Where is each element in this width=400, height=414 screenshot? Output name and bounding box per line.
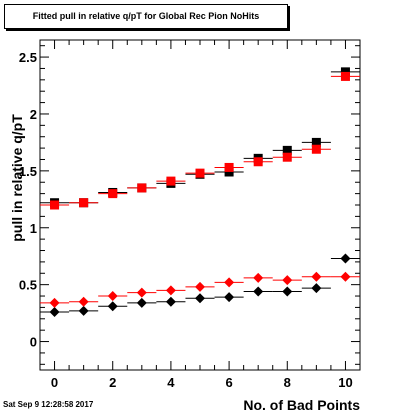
- data-point-diamond: [253, 286, 264, 297]
- data-point-square: [224, 162, 234, 172]
- y-tick-label: 2: [30, 107, 37, 122]
- chart-title: Fitted pull in relative q/pT for Global …: [4, 4, 288, 29]
- data-point-diamond: [340, 253, 351, 264]
- data-point-diamond: [340, 271, 351, 282]
- data-point-square: [253, 157, 263, 167]
- data-point-square: [166, 176, 176, 186]
- data-point-diamond: [195, 293, 205, 304]
- data-point-diamond: [107, 301, 118, 312]
- data-point-diamond: [107, 291, 118, 302]
- data-point-diamond: [49, 306, 60, 317]
- data-point-square: [137, 183, 147, 193]
- data-point-square: [311, 144, 321, 154]
- data-point-square: [195, 168, 205, 178]
- x-tick-label: 0: [51, 375, 58, 390]
- data-point-diamond: [224, 292, 235, 303]
- axis-ticks: 0 2 4 6 8 10 0 0.5 1 1.5 2 2.5: [19, 40, 361, 390]
- data-point-square: [282, 152, 292, 162]
- data-point-diamond: [282, 286, 293, 297]
- data-point-diamond: [195, 281, 205, 292]
- data-point-square: [224, 167, 234, 177]
- data-point-diamond: [253, 272, 264, 283]
- timestamp: Sat Sep 9 12:28:58 2017: [3, 400, 94, 409]
- data-point-diamond: [49, 297, 60, 308]
- x-tick-label: 2: [109, 375, 116, 390]
- data-point-diamond: [282, 275, 293, 286]
- data-point-square: [311, 137, 321, 147]
- data-point-square: [79, 198, 89, 208]
- y-tick-label: 0.5: [19, 278, 37, 293]
- x-tick-label: 4: [167, 375, 175, 390]
- data-point-diamond: [311, 271, 322, 282]
- x-tick-label: 8: [284, 375, 291, 390]
- data-point-square: [340, 71, 350, 81]
- data-point-diamond: [311, 283, 322, 294]
- y-tick-label: 0: [30, 335, 37, 350]
- data-point-square: [50, 200, 60, 210]
- x-tick-label: 10: [338, 375, 352, 390]
- data-point-square: [282, 145, 292, 155]
- data-point-diamond: [78, 305, 89, 316]
- y-axis-label: pull in relative q/pT: [9, 114, 25, 242]
- data-point-diamond: [165, 285, 176, 296]
- data-point-square: [108, 189, 118, 199]
- data-point-square: [340, 67, 350, 77]
- data-point-diamond: [78, 296, 89, 307]
- data-series: [40, 67, 360, 317]
- x-tick-label: 6: [225, 375, 232, 390]
- y-tick-label: 1.5: [19, 164, 37, 179]
- data-point-diamond: [165, 296, 176, 307]
- y-tick-label: 2.5: [19, 50, 37, 65]
- data-point-diamond: [224, 277, 235, 288]
- data-point-diamond: [136, 287, 147, 298]
- y-tick-label: 1: [30, 221, 37, 236]
- data-point-diamond: [136, 297, 147, 308]
- x-axis-label: No. of Bad Points: [243, 397, 360, 413]
